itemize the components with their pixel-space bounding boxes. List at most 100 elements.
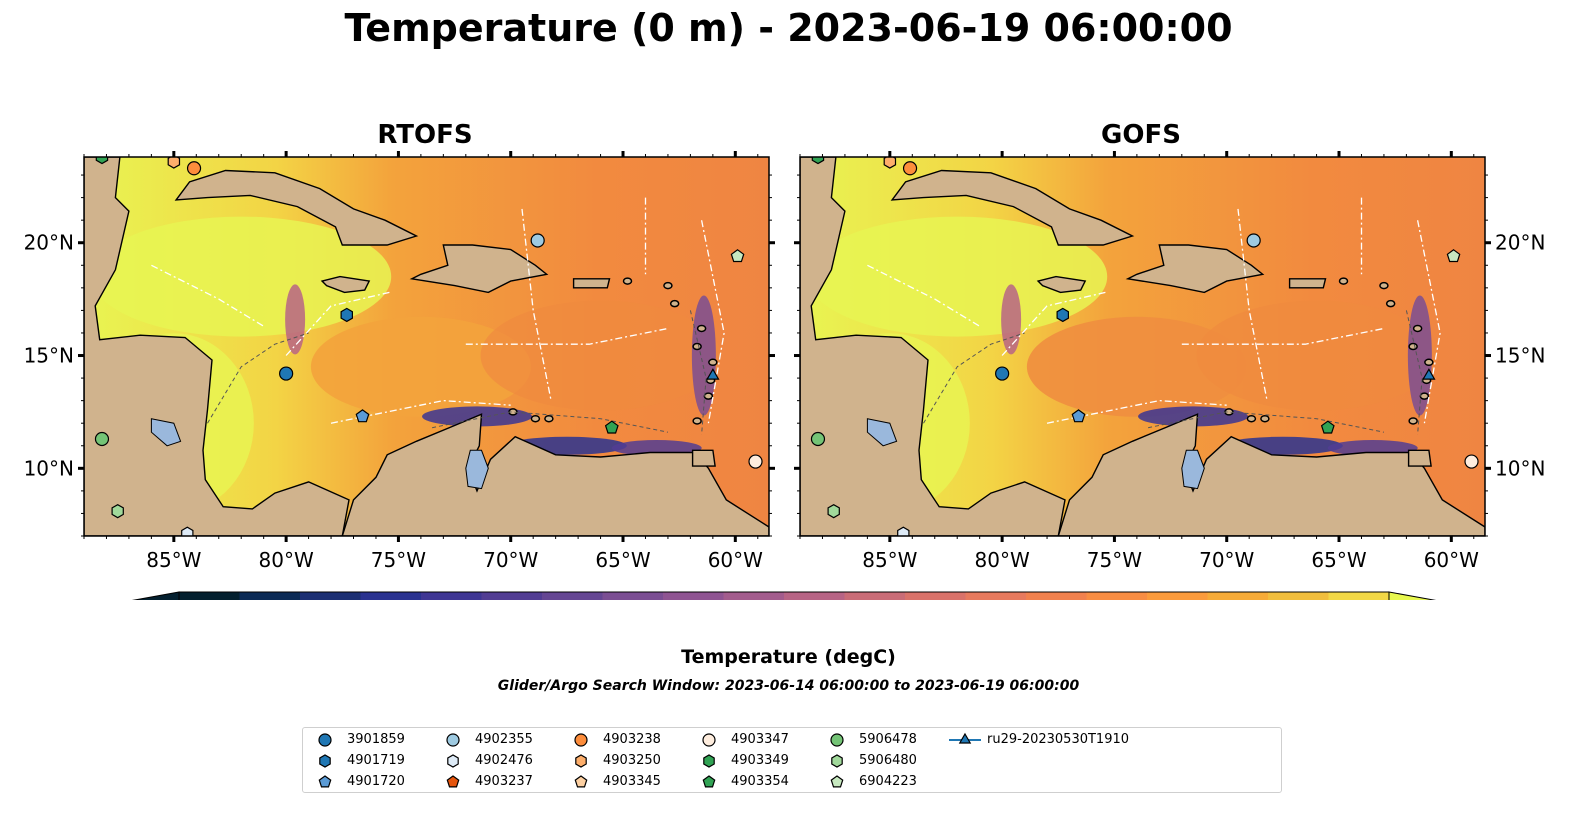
sst-cool-band: [1001, 284, 1022, 355]
bathymetry-contour: [689, 310, 707, 435]
colorbar-segment: [421, 592, 482, 600]
island: [703, 392, 714, 400]
lake-nicaragua: [866, 418, 898, 447]
legend-label: 5906480: [859, 753, 917, 768]
float-marker-5906478: [810, 431, 826, 447]
lon-tick-label: 70°W: [1199, 548, 1254, 572]
lon-tick-label: 65°W: [595, 548, 650, 572]
colorbar-segment: [179, 592, 240, 600]
eez-boundary: [521, 208, 552, 401]
lat-tick-label: 20°N: [24, 231, 74, 255]
eez-boundary: [285, 291, 390, 356]
axis-ticks-rtofs: 85°W 80°W 75°W 70°W 65°W 60°W 20°N 15°N 10°N: [24, 151, 775, 572]
legend-label: 4903237: [475, 774, 533, 789]
lon-tick-label: 80°W: [259, 548, 314, 572]
colorbar-segment: [239, 592, 301, 600]
legend-label: 5906478: [859, 732, 917, 747]
colorbar-segment: [905, 592, 966, 600]
colorbar-extend-low: [131, 591, 180, 600]
legend-marker-5906478: [830, 733, 844, 747]
float-marker-4901720: [1071, 409, 1086, 423]
legend-label: 4902476: [475, 753, 533, 768]
legend-marker-4903237: [446, 775, 460, 788]
legend-marker-4903345: [574, 775, 588, 788]
legend-marker-4903354: [702, 775, 716, 788]
sst-cool-band: [691, 295, 716, 416]
panel-title-gofs: GOFS: [1101, 120, 1181, 150]
colorbar-segment: [965, 592, 1027, 600]
float-marker-3901859: [995, 366, 1010, 381]
legend-label: 4901719: [347, 753, 405, 768]
map-canvas: 85°W 80°W 75°W 70°W 65°W 60°W 20°N 15°N 10°N 85°…: [24, 151, 1545, 600]
colorbar-segment: [784, 592, 845, 600]
float-marker-4903250: [167, 157, 181, 169]
bathymetry-contour: [432, 411, 668, 433]
colorbar-segment: [723, 592, 785, 600]
lat-tick-label: 15°N: [24, 344, 74, 368]
land-cuba: [890, 169, 1135, 246]
float-marker-4903347: [1464, 454, 1479, 469]
legend-label: 4903250: [603, 753, 661, 768]
colorbar-segment: [1026, 592, 1087, 600]
island: [622, 277, 633, 285]
lon-tick-label: 75°W: [1087, 548, 1142, 572]
eez-boundary: [465, 327, 669, 345]
float-marker-4901719: [1056, 307, 1070, 323]
island: [1408, 417, 1418, 425]
lake-nicaragua: [150, 418, 182, 447]
land-puertoRico: [1288, 278, 1327, 289]
colorbar-extend-high: [1388, 591, 1437, 600]
colorbar-segment: [1268, 592, 1329, 600]
map-frame-rtofs: [83, 156, 770, 537]
legend-marker-5906480: [831, 754, 843, 768]
float-marker-5906480: [827, 504, 840, 519]
map-content-gofs: [800, 157, 1485, 536]
map-panel-rtofs: 85°W 80°W 75°W 70°W 65°W 60°W 20°N 15°N 10°N: [24, 151, 775, 572]
colorbar: 25.526.026.527.027.528.028.529.0: [131, 591, 1437, 600]
lon-tick-label: 65°W: [1311, 548, 1366, 572]
land-hispaniola: [1125, 244, 1265, 294]
legend-label: 4903347: [731, 732, 789, 747]
legend-label: 4903349: [731, 753, 789, 768]
float-marker-6904223: [730, 249, 745, 263]
colorbar-segment: [1207, 592, 1269, 600]
eez-boundary: [1001, 291, 1106, 356]
sst-warm-patch: [91, 216, 392, 337]
lake-maracaibo: [465, 449, 489, 490]
island: [692, 417, 702, 425]
land-centralAmerica: [800, 157, 1066, 536]
island: [1246, 414, 1257, 423]
island: [1408, 342, 1418, 351]
lat-tick-label: 10°N: [24, 456, 74, 480]
float-marker-4902355: [1246, 233, 1261, 248]
lake-maracaibo: [1181, 449, 1205, 490]
land-centralAmerica: [84, 157, 350, 536]
land-jamaica: [1036, 275, 1087, 294]
figure-title: Temperature (0 m) - 2023-06-19 06:00:00: [344, 6, 1233, 50]
sst-patch: [1196, 300, 1437, 411]
search-window-note: Glider/Argo Search Window: 2023-06-14 06…: [497, 678, 1080, 694]
colorbar-segment: [1086, 592, 1148, 600]
bathymetry-contour: [1405, 310, 1423, 435]
legend-marker-6904223: [830, 775, 844, 788]
legend-label: 4901720: [347, 774, 405, 789]
float-marker-4903238: [902, 161, 918, 176]
island: [696, 324, 707, 333]
land-southAmerica: [341, 413, 769, 536]
float-marker-3901859: [279, 366, 294, 381]
eez-boundary: [700, 220, 725, 424]
sst-patch: [310, 316, 531, 417]
colorbar-segment: [602, 592, 664, 600]
float-marker-4902476: [897, 526, 910, 536]
legend-label: 4902355: [475, 732, 533, 747]
colorbar-segment: [481, 592, 543, 600]
colorbar-segment: [300, 592, 361, 600]
legend-label: 4903345: [603, 774, 661, 789]
float-marker-4903349: [95, 157, 109, 165]
map-frame-gofs: [799, 156, 1486, 537]
float-marker-4901720: [355, 409, 370, 423]
sst-warm-patch: [807, 216, 1108, 337]
island: [1385, 299, 1396, 308]
legend-marker-3901859: [318, 733, 332, 747]
colorbar-label: Temperature (degC): [681, 646, 896, 668]
